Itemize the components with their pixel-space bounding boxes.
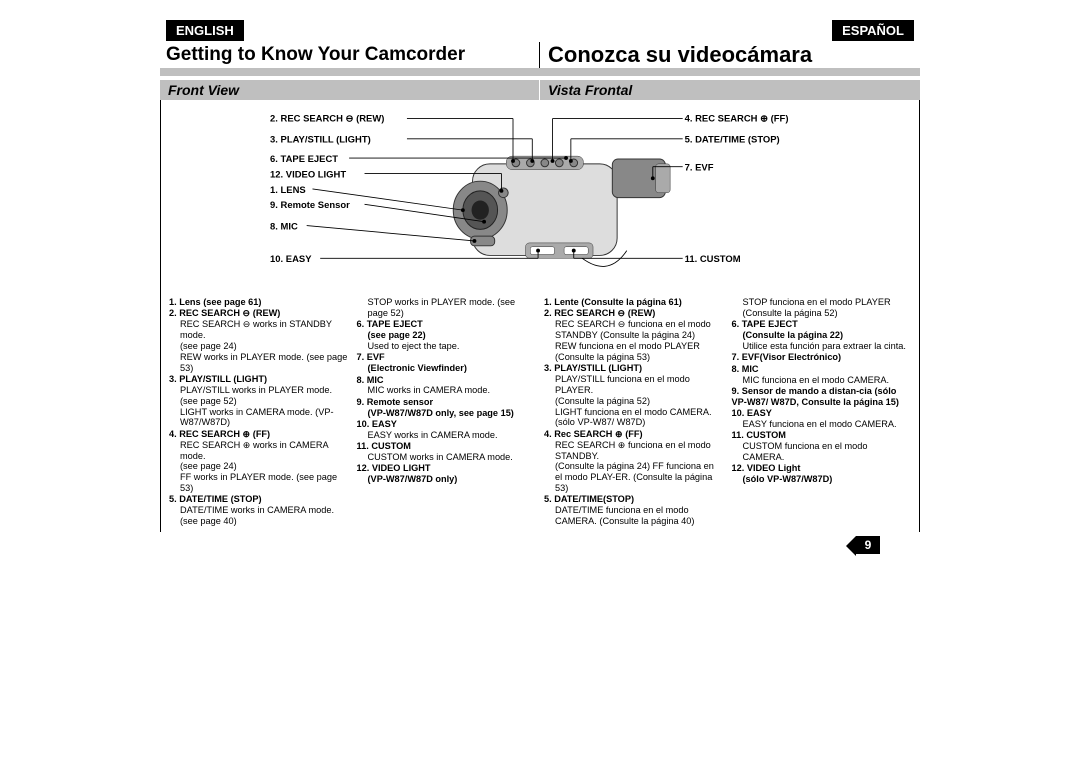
diagram-wrap: 2. REC SEARCH ⊖ (REW) 3. PLAY/STILL (LIG… (160, 100, 920, 295)
list-item: 6. TAPE EJECT(Consulte la página 22)Util… (732, 319, 912, 352)
label-10-easy: 10. EASY (270, 254, 312, 265)
subhead-front-view: Front View (160, 80, 540, 100)
camcorder-icon (453, 156, 670, 266)
text-columns: 1. Lens (see page 61)2. REC SEARCH ⊖ (RE… (160, 295, 920, 532)
page-number: 9 (856, 536, 880, 554)
label-5-date-time: 5. DATE/TIME (STOP) (685, 135, 780, 146)
list-item: 11. CUSTOMCUSTOM funciona en el modo CAM… (732, 430, 912, 463)
subhead-row: Front View Vista Frontal (160, 80, 920, 100)
list-item: STOP works in PLAYER mode. (see page 52) (357, 297, 537, 319)
list-item: 9. Remote sensor(VP-W87/W87D only, see p… (357, 397, 537, 419)
list-item: 10. EASYEASY funciona en el modo CAMERA. (732, 408, 912, 430)
label-4-rec-search-ff: 4. REC SEARCH ⊕ (FF) (685, 113, 789, 124)
list-item: 12. VIDEO Light(sólo VP-W87/W87D) (732, 463, 912, 485)
label-8-mic: 8. MIC (270, 221, 298, 232)
language-row: ENGLISH ESPAÑOL (160, 20, 920, 42)
list-item: 2. REC SEARCH ⊖ (REW)REC SEARCH ⊖ works … (169, 308, 349, 373)
title-spanish: Conozca su videocámara (540, 42, 920, 68)
list-item: 6. TAPE EJECT(see page 22)Used to eject … (357, 319, 537, 352)
lang-badge-spanish: ESPAÑOL (832, 20, 914, 41)
col-english-2: STOP works in PLAYER mode. (see page 52)… (353, 297, 541, 528)
list-item: 7. EVF(Electronic Viewfinder) (357, 352, 537, 374)
list-item: 5. DATE/TIME (STOP)DATE/TIME works in CA… (169, 494, 349, 527)
list-item: 11. CUSTOMCUSTOM works in CAMERA mode. (357, 441, 537, 463)
col-english-1: 1. Lens (see page 61)2. REC SEARCH ⊖ (RE… (165, 297, 353, 528)
list-item: 10. EASYEASY works in CAMERA mode. (357, 419, 537, 441)
lang-badge-english: ENGLISH (166, 20, 244, 41)
manual-page: ENGLISH ESPAÑOL Getting to Know Your Cam… (160, 20, 920, 554)
title-row: Getting to Know Your Camcorder Conozca s… (160, 42, 920, 76)
list-item: 3. PLAY/STILL (LIGHT)PLAY/STILL works in… (169, 374, 349, 428)
list-item: 8. MICMIC works in CAMERA mode. (357, 375, 537, 397)
label-9-remote-sensor: 9. Remote Sensor (270, 200, 350, 211)
label-3-play-still: 3. PLAY/STILL (LIGHT) (270, 135, 371, 146)
col-spanish-1: 1. Lente (Consulte la página 61)2. REC S… (540, 297, 728, 528)
list-item: 7. EVF(Visor Electrónico) (732, 352, 912, 363)
label-7-evf: 7. EVF (685, 163, 714, 174)
title-english: Getting to Know Your Camcorder (160, 42, 540, 68)
list-item: 5. DATE/TIME(STOP)DATE/TIME funciona en … (544, 494, 724, 527)
list-item: 2. REC SEARCH ⊖ (REW)REC SEARCH ⊖ funcio… (544, 308, 724, 362)
label-2-rec-search-rew: 2. REC SEARCH ⊖ (REW) (270, 113, 384, 124)
camcorder-diagram: 2. REC SEARCH ⊖ (REW) 3. PLAY/STILL (LIG… (161, 106, 919, 294)
label-12-video-light: 12. VIDEO LIGHT (270, 169, 346, 180)
label-1-lens: 1. LENS (270, 185, 306, 196)
list-item: 12. VIDEO LIGHT(VP-W87/W87D only) (357, 463, 537, 485)
page-number-wrap: 9 (160, 536, 920, 554)
list-item: STOP funciona en el modo PLAYER (Consult… (732, 297, 912, 319)
col-spanish-2: STOP funciona en el modo PLAYER (Consult… (728, 297, 916, 528)
list-item: 4. REC SEARCH ⊕ (FF)REC SEARCH ⊕ works i… (169, 429, 349, 494)
label-6-tape-eject: 6. TAPE EJECT (270, 154, 338, 165)
list-item: 9. Sensor de mando a distan-cia (sólo VP… (732, 386, 912, 408)
label-11-custom: 11. CUSTOM (685, 254, 741, 265)
list-item: 8. MICMIC funciona en el modo CAMERA. (732, 364, 912, 386)
list-item: 4. Rec SEARCH ⊕ (FF)REC SEARCH ⊕ funcion… (544, 429, 724, 494)
list-item: 3. PLAY/STILL (LIGHT)PLAY/STILL funciona… (544, 363, 724, 428)
subhead-vista-frontal: Vista Frontal (540, 80, 920, 100)
